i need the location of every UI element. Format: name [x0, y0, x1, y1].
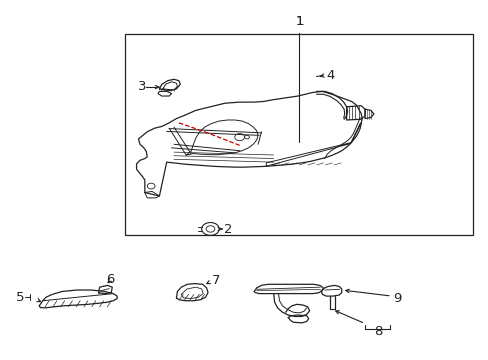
Text: 1: 1	[295, 14, 303, 27]
Text: 1: 1	[295, 14, 303, 27]
Bar	[125, 33, 472, 235]
Text: 4: 4	[325, 69, 334, 82]
Text: 8: 8	[373, 325, 382, 338]
Text: 9: 9	[392, 292, 400, 305]
Text: 6: 6	[106, 273, 114, 286]
Text: 2: 2	[224, 223, 232, 236]
Text: 7: 7	[211, 274, 220, 287]
Text: 3: 3	[138, 80, 146, 93]
Text: 5: 5	[16, 291, 25, 304]
